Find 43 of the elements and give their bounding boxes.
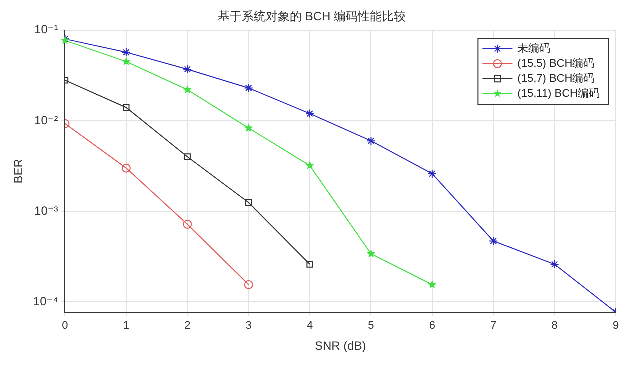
point [245, 199, 252, 206]
point [244, 280, 254, 290]
point [183, 65, 192, 74]
x-tick-label: 9 [612, 320, 620, 332]
x-tick-label: 3 [246, 320, 252, 332]
y-tick-label: 10⁻³ [34, 204, 58, 218]
point [306, 261, 314, 268]
point [183, 220, 192, 229]
x-tick-label: 2 [184, 320, 191, 332]
point [489, 236, 498, 246]
legend-label: (15,5) BCH编码 [518, 56, 595, 70]
x-tick-label: 1 [123, 320, 130, 332]
legend-label: (15,11) BCH编码 [518, 86, 600, 100]
x-tick-label: 6 [429, 320, 436, 332]
point [183, 85, 192, 94]
point [122, 164, 131, 173]
point [428, 169, 437, 178]
y-tick-label: 10⁻¹ [34, 22, 58, 37]
legend-label: 未编码 [518, 42, 551, 55]
legend-label: (15,7) BCH编码 [518, 72, 595, 85]
point [122, 57, 131, 66]
point [306, 161, 314, 170]
point [122, 48, 131, 58]
x-tick-label: 4 [306, 320, 314, 332]
x-tick-label: 8 [552, 320, 558, 332]
point [184, 154, 191, 160]
y-axis-title: BER [12, 158, 26, 184]
x-tick-label: 5 [368, 320, 374, 332]
point [244, 84, 254, 93]
chart-title: 基于系统对象的 BCH 编码性能比较 [218, 10, 406, 24]
point [244, 124, 254, 132]
x-tick-label: 7 [490, 320, 497, 332]
y-tick-label: 10⁻⁴ [33, 294, 58, 308]
y-tick-label: 10⁻² [34, 113, 58, 128]
point [123, 104, 130, 112]
point [550, 260, 560, 270]
point [366, 249, 376, 258]
x-axis-title: SNR (dB) [314, 339, 366, 354]
point [306, 109, 315, 118]
point [366, 136, 376, 146]
x-tick-label: 0 [62, 320, 68, 332]
point [60, 36, 70, 44]
point [428, 280, 437, 289]
